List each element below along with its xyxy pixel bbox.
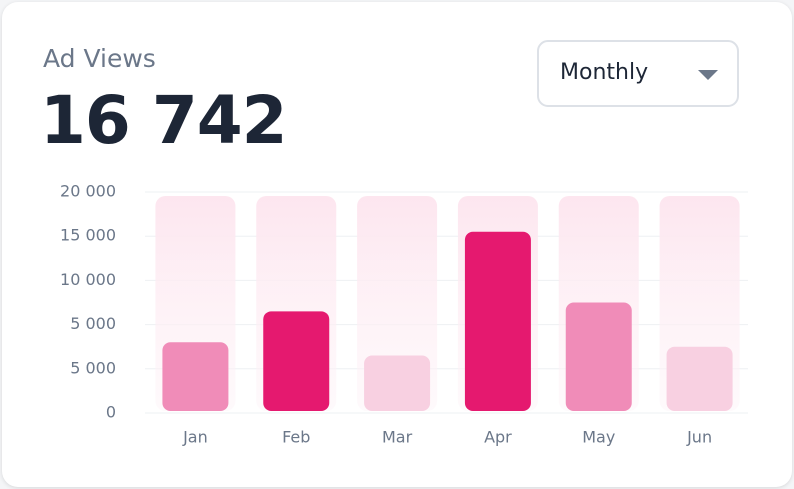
y-tick-label: 15 000 <box>60 226 116 245</box>
bar <box>162 342 229 411</box>
dropdown-caret <box>698 70 718 80</box>
x-tick-label: May <box>582 428 615 447</box>
bar <box>565 302 632 411</box>
x-tick-label: Jun <box>686 428 712 447</box>
x-tick-label: Mar <box>382 428 413 447</box>
y-tick-label: 5 000 <box>70 358 116 377</box>
y-tick-label: 20 000 <box>60 182 116 201</box>
y-tick-label: 0 <box>106 403 116 422</box>
card-title: Ad Views <box>43 44 156 73</box>
x-tick-label: Jan <box>182 428 208 447</box>
y-tick-label: 5 000 <box>70 314 116 333</box>
dropdown-label: Monthly <box>560 60 649 85</box>
x-tick-label: Apr <box>484 428 512 447</box>
bar <box>263 311 330 411</box>
y-tick-label: 10 000 <box>60 270 116 289</box>
period-dropdown[interactable]: Monthly <box>537 40 739 107</box>
x-tick-label: Feb <box>282 428 310 447</box>
total-value: 16 742 <box>40 82 288 159</box>
bar <box>464 231 531 411</box>
bar <box>364 355 431 411</box>
bar <box>666 346 733 411</box>
